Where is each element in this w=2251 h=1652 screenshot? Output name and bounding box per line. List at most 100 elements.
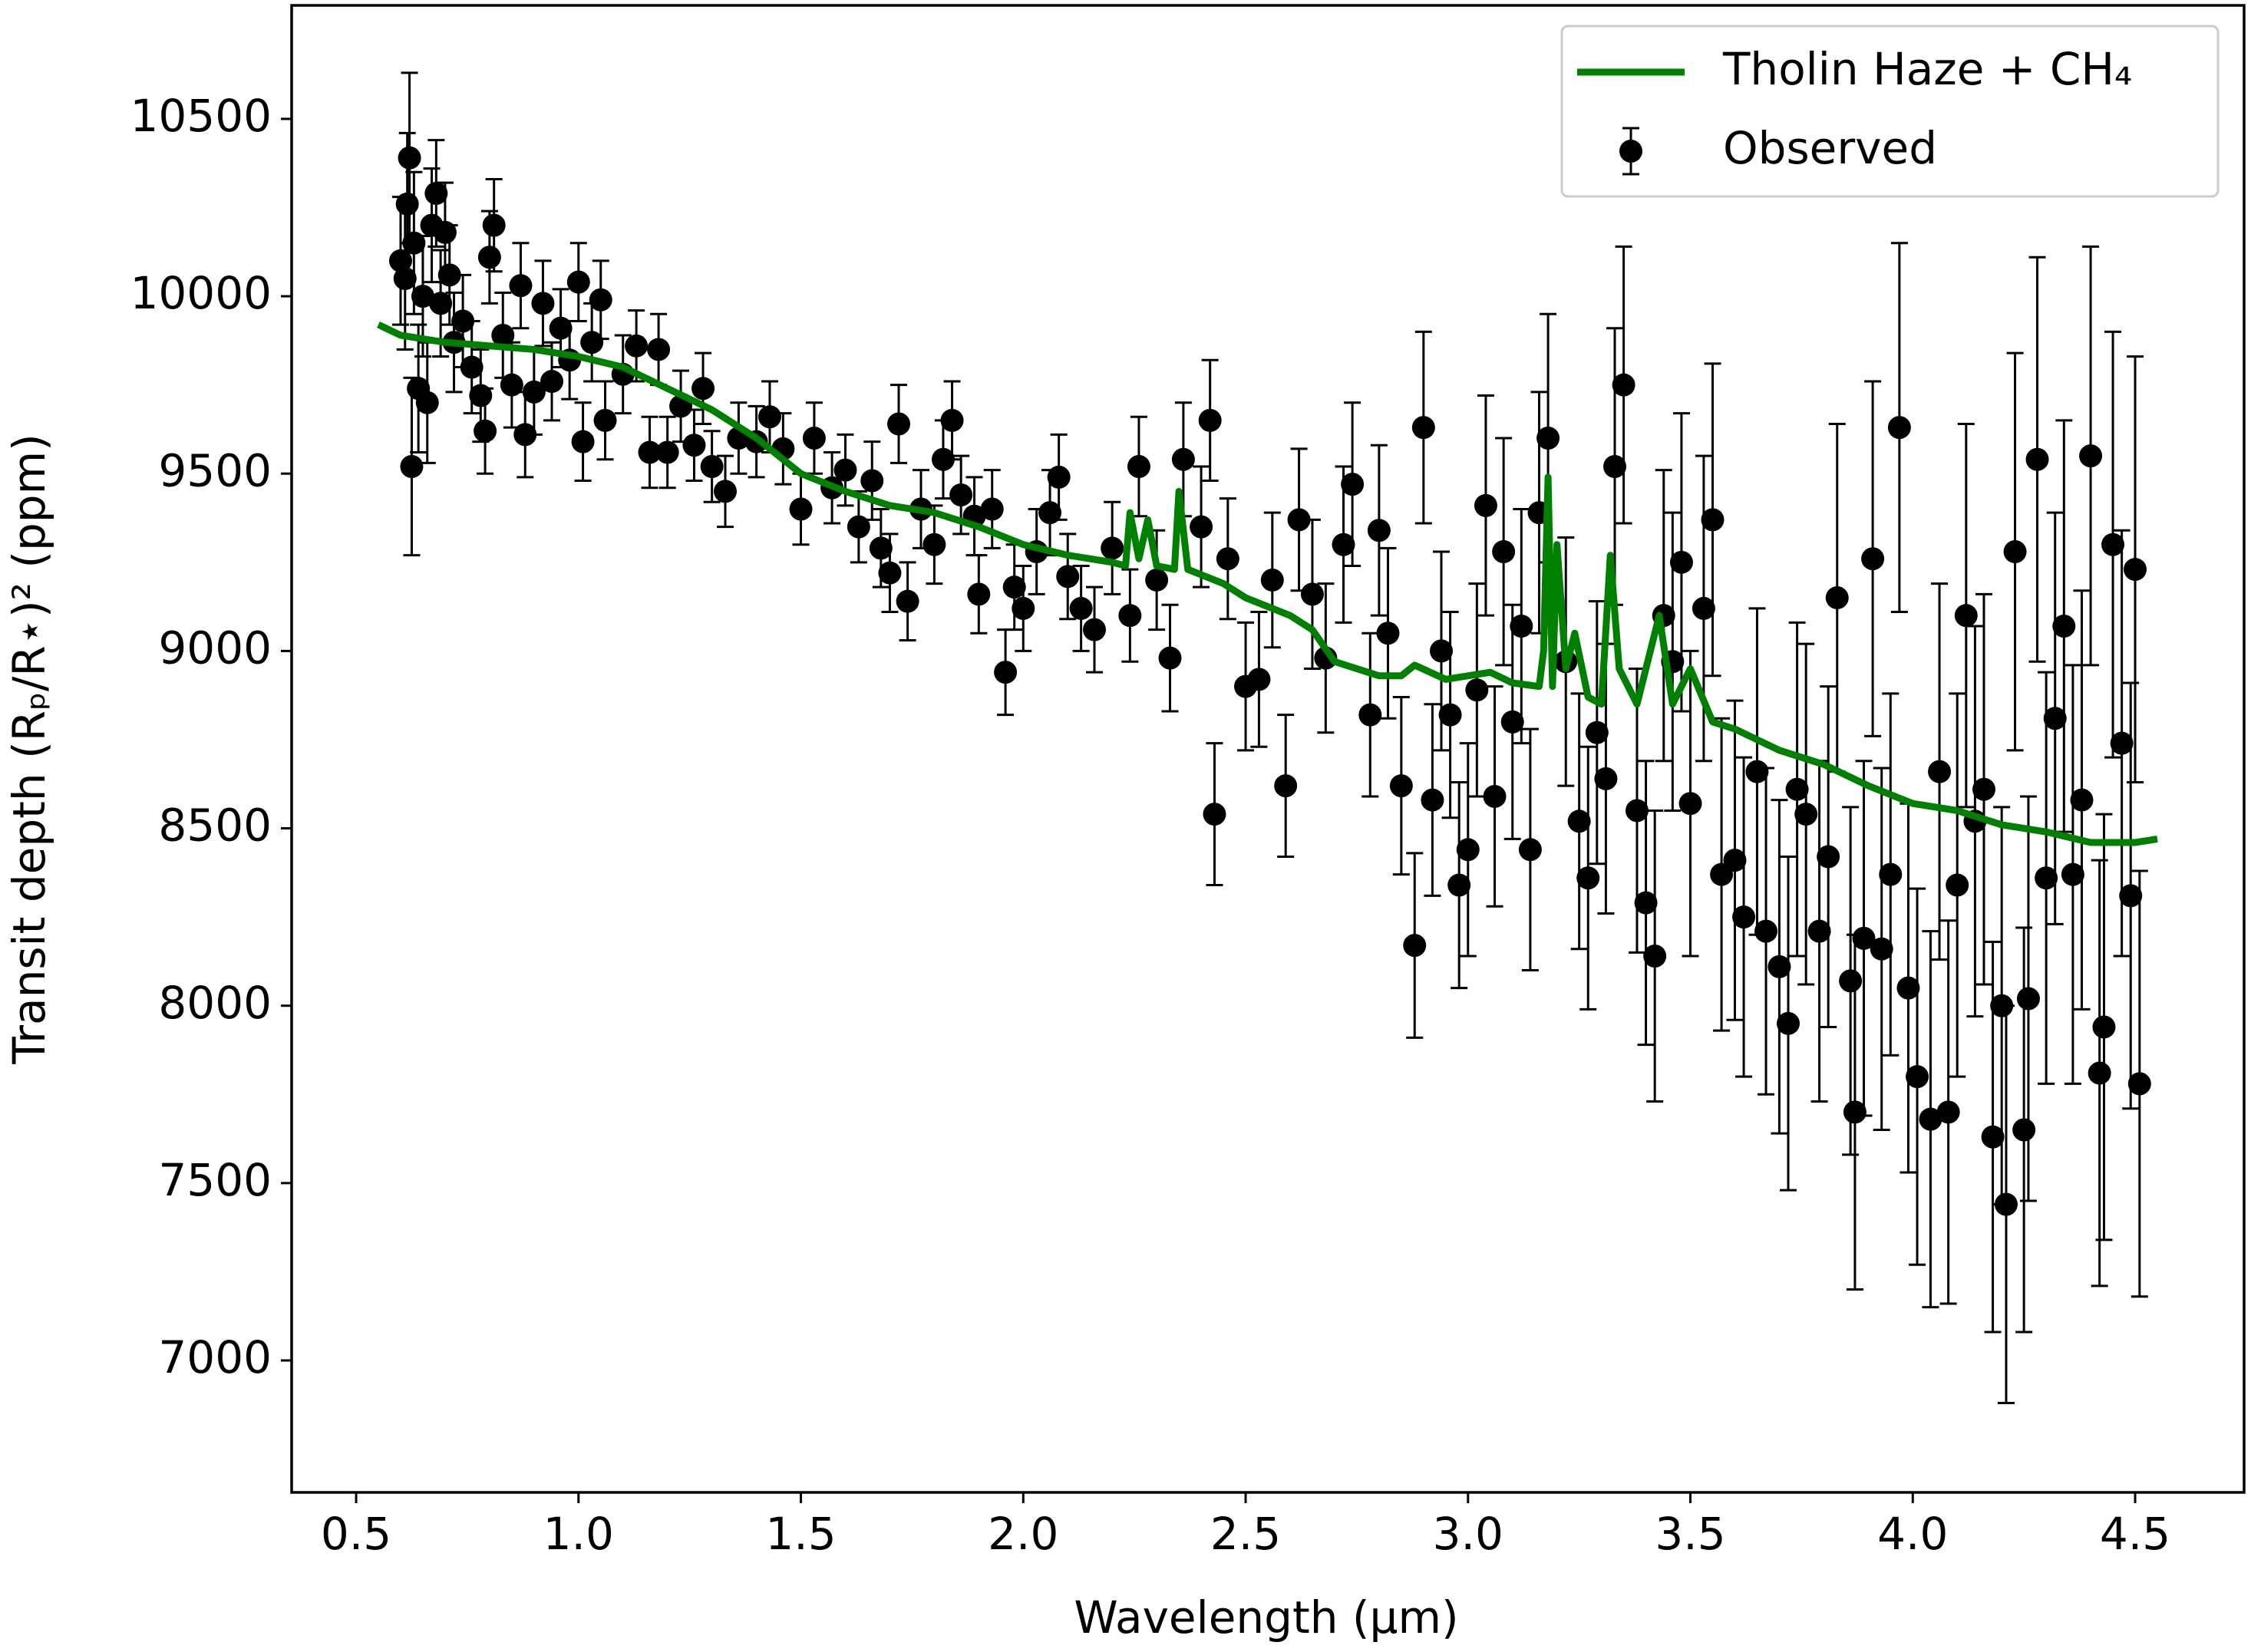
observed-point [1190, 465, 1213, 589]
observed-point [1861, 380, 1885, 737]
marker [1861, 547, 1885, 571]
observed-point [1118, 568, 1142, 663]
observed-point [474, 387, 497, 475]
marker [1994, 1192, 2018, 1216]
observed-point [1825, 423, 1849, 773]
observed-point [2119, 681, 2143, 1110]
observed-point [2043, 511, 2067, 925]
marker [1300, 582, 1324, 606]
observed-point [1852, 760, 1876, 1117]
observed-point [1732, 756, 1756, 1078]
marker [1643, 944, 1667, 968]
marker [1190, 515, 1213, 539]
legend-box [1560, 25, 2220, 198]
marker [1807, 919, 1831, 943]
marker [1852, 926, 1876, 950]
marker [869, 536, 893, 560]
observed-point [1158, 603, 1182, 713]
marker [1839, 969, 1863, 993]
marker [2110, 731, 2134, 755]
observed-point [1794, 642, 1818, 986]
marker [549, 316, 573, 340]
marker [789, 497, 813, 521]
observed-point [1928, 582, 1952, 961]
marker [566, 270, 590, 294]
marker [1887, 416, 1911, 440]
x-tick-label: 2.5 [1210, 1508, 1281, 1560]
observed-point [1341, 401, 1365, 567]
marker [1794, 803, 1818, 826]
marker [589, 288, 612, 312]
observed-point [1906, 887, 1929, 1266]
marker [2079, 444, 2103, 468]
observed-point [1474, 394, 1497, 617]
y-tick-label: 7500 [158, 1154, 272, 1206]
marker [540, 370, 564, 394]
observed-point [1456, 742, 1480, 958]
observed-point [789, 472, 813, 546]
legend-label: Tholin Haze + CH₄ [1722, 43, 2132, 95]
marker [474, 419, 497, 443]
x-axis-label: Wavelength (μm) [1074, 1591, 1458, 1644]
marker [1411, 416, 1435, 440]
marker [1421, 788, 1444, 812]
observed-point [571, 401, 595, 482]
marker [1447, 873, 1471, 897]
marker [1038, 501, 1062, 525]
marker [1603, 455, 1627, 479]
marker [1785, 777, 1809, 801]
marker [1358, 703, 1382, 727]
marker [1465, 678, 1489, 702]
observed-point [1701, 362, 1725, 678]
plot-area [377, 71, 2158, 1404]
observed-point [1817, 685, 1840, 1028]
marker [682, 434, 706, 457]
marker [1594, 767, 1618, 790]
observed-point [1421, 703, 1444, 897]
observed-point [1260, 511, 1284, 649]
marker [860, 469, 884, 493]
observed-point [714, 454, 738, 529]
marker [1500, 710, 1524, 734]
marker [980, 497, 1004, 521]
observed-point [477, 209, 501, 305]
marker [482, 213, 506, 237]
marker [1567, 810, 1591, 833]
marker [451, 309, 475, 333]
marker [1389, 774, 1413, 798]
observed-point [1785, 621, 1809, 958]
observed-point [1247, 611, 1271, 748]
observed-point [1403, 852, 1427, 1039]
marker [1879, 862, 1903, 886]
observed-point [1082, 585, 1106, 674]
observed-point [1870, 767, 1893, 1132]
marker [460, 355, 484, 379]
observed-point [1879, 692, 1903, 1057]
observed-point [2061, 664, 2084, 1085]
marker [411, 285, 434, 308]
marker [2052, 615, 2076, 638]
marker [1576, 866, 1600, 890]
observed-point [1367, 444, 1391, 617]
x-tick-label: 2.0 [988, 1508, 1058, 1560]
marker [398, 146, 421, 170]
observed-point [700, 430, 724, 503]
marker [625, 334, 649, 358]
marker [1101, 536, 1124, 560]
y-tick-label: 10000 [130, 267, 272, 319]
observed-point [1198, 358, 1222, 482]
observed-point [1612, 245, 1635, 525]
observed-point [566, 242, 590, 322]
observed-point [509, 242, 533, 330]
observed-point [513, 391, 537, 479]
marker [1002, 575, 1026, 599]
observed-point [1483, 685, 1507, 908]
marker [1171, 447, 1195, 471]
marker [967, 582, 991, 606]
marker [1732, 905, 1756, 929]
observed-point [2127, 869, 2151, 1298]
observed-point [669, 369, 693, 444]
y-tick-label: 10500 [130, 90, 272, 142]
observed-point [1754, 767, 1778, 1096]
